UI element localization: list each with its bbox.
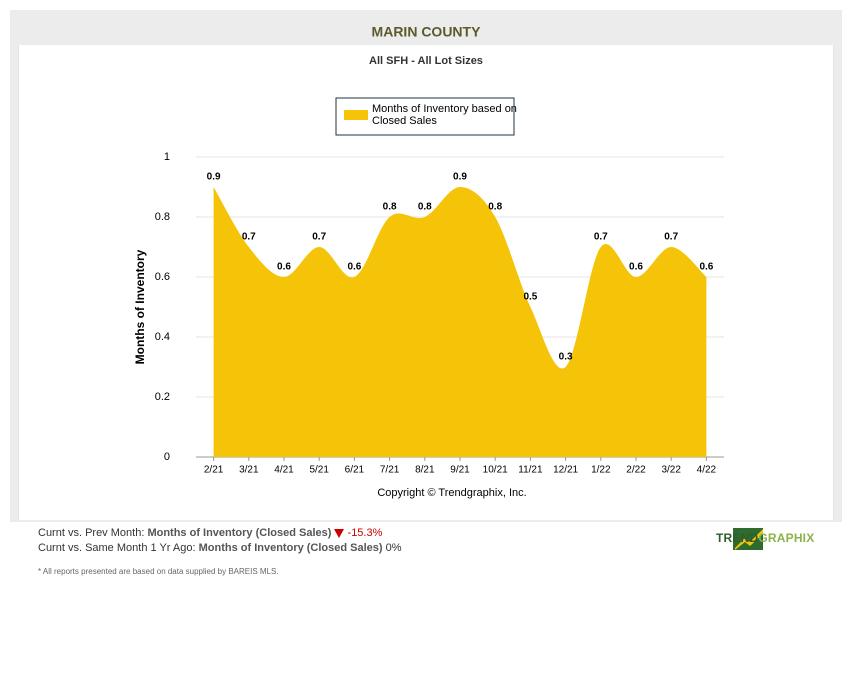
- data-label: 0.6: [347, 262, 361, 273]
- footnote: * All reports presented are based on dat…: [38, 567, 279, 576]
- footer-change: -15.3%: [347, 527, 383, 539]
- data-label: 0.7: [312, 232, 326, 243]
- y-tick-label: 1: [164, 151, 170, 163]
- footer-row: Curnt vs. Prev Month: Months of Inventor…: [38, 527, 382, 539]
- footer-label: Curnt vs. Prev Month:: [38, 527, 145, 539]
- footer-label: Curnt vs. Same Month 1 Yr Ago:: [38, 542, 196, 554]
- data-label: 0.6: [699, 262, 713, 273]
- logo-part: TREND: [716, 531, 759, 545]
- data-label: 0.5: [523, 292, 537, 303]
- y-tick-label: 0: [164, 451, 170, 463]
- x-tick-label: 2/21: [204, 465, 224, 476]
- x-tick-label: 3/21: [239, 465, 259, 476]
- footer-change: 0%: [385, 542, 402, 554]
- x-tick-label: 3/22: [661, 465, 681, 476]
- x-tick-label: 2/22: [626, 465, 646, 476]
- y-axis-label: Months of Inventory: [133, 249, 147, 364]
- x-tick-label: 9/21: [450, 465, 470, 476]
- footer-metric: Months of Inventory (Closed Sales): [147, 527, 332, 539]
- footer-row: Curnt vs. Same Month 1 Yr Ago: Months of…: [38, 542, 402, 554]
- logo-text: TRENDGRAPHIX: [716, 531, 814, 545]
- data-label: 0.8: [488, 202, 502, 213]
- x-tick-label: 1/22: [591, 465, 611, 476]
- data-label: 0.9: [453, 172, 467, 183]
- data-label: 0.8: [383, 202, 397, 213]
- data-label: 0.8: [418, 202, 432, 213]
- x-tick-label: 12/21: [553, 465, 578, 476]
- data-label: 0.7: [664, 232, 678, 243]
- data-label: 0.6: [277, 262, 291, 273]
- data-label: 0.7: [242, 232, 256, 243]
- y-tick-label: 0.4: [155, 331, 170, 343]
- data-label: 0.3: [559, 352, 573, 363]
- chart-subtitle: All SFH - All Lot Sizes: [369, 55, 483, 67]
- x-tick-label: 11/21: [518, 465, 543, 476]
- legend-label: Months of Inventory based on Closed Sales: [372, 103, 517, 127]
- x-tick-label: 4/21: [274, 465, 294, 476]
- x-tick-label: 5/21: [309, 465, 329, 476]
- x-tick-label: 8/21: [415, 465, 435, 476]
- y-tick-label: 0.8: [155, 211, 170, 223]
- x-tick-label: 7/21: [380, 465, 400, 476]
- chart: MARIN COUNTY All SFH - All Lot Sizes Mon…: [133, 24, 724, 499]
- logo-part: GRAPHIX: [758, 531, 815, 545]
- down-arrow: [334, 528, 345, 538]
- x-tick-label: 10/21: [483, 465, 508, 476]
- x-tick-label: 4/22: [697, 465, 717, 476]
- chart-title: MARIN COUNTY: [372, 24, 482, 40]
- data-label: 0.9: [207, 172, 221, 183]
- y-tick-label: 0.6: [155, 271, 170, 283]
- footer-metric: Months of Inventory (Closed Sales): [198, 542, 383, 554]
- data-label: 0.7: [594, 232, 608, 243]
- legend-swatch: [344, 110, 368, 120]
- y-tick-label: 0.2: [155, 391, 170, 403]
- data-label: 0.6: [629, 262, 643, 273]
- area: [213, 187, 707, 457]
- logo-icon: [733, 528, 763, 550]
- copyright: Copyright © Trendgraphix, Inc.: [377, 487, 526, 499]
- x-tick-label: 6/21: [345, 465, 365, 476]
